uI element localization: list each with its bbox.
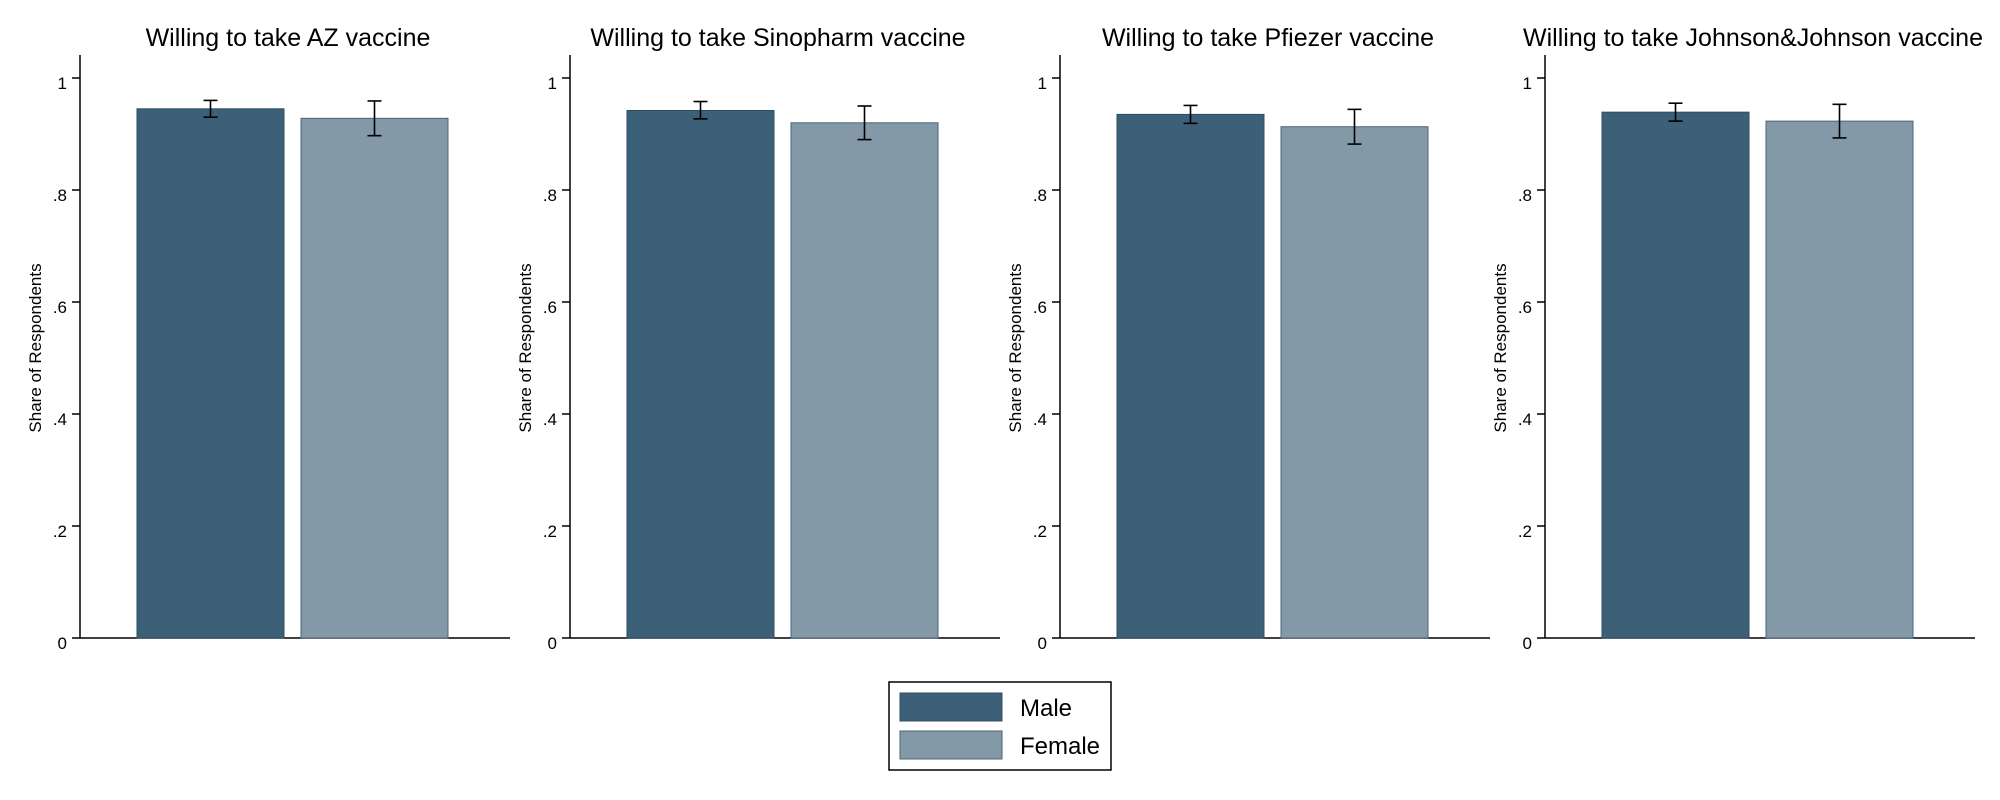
y-axis-label: Share of Respondents bbox=[26, 263, 45, 432]
y-tick-label: .2 bbox=[53, 522, 67, 541]
legend-label-male: Male bbox=[1020, 695, 1072, 722]
chart-panel-3: Willing to take Pfiezer vaccine Share of … bbox=[1006, 24, 1490, 653]
y-tick-label: .2 bbox=[1518, 522, 1532, 541]
chart-panel-1: Willing to take AZ vaccine Share of Respo… bbox=[26, 24, 510, 653]
y-axis-label: Share of Respondents bbox=[1006, 263, 1025, 432]
y-tick-label: .6 bbox=[1033, 298, 1047, 317]
y-tick-label: 0 bbox=[1038, 634, 1047, 653]
chart-panels: Willing to take AZ vaccine Share of Respo… bbox=[26, 24, 1983, 653]
y-axis-label: Share of Respondents bbox=[1491, 263, 1510, 432]
y-tick-label: .8 bbox=[1518, 186, 1532, 205]
chart-title: Willing to take Johnson&Johnson vaccine bbox=[1523, 24, 1983, 52]
y-tick-label: .8 bbox=[53, 186, 67, 205]
legend: Male Female bbox=[888, 681, 1112, 771]
y-tick-label: 0 bbox=[58, 634, 67, 653]
y-tick-label: .2 bbox=[1033, 522, 1047, 541]
bar-male bbox=[1116, 113, 1265, 639]
bar-male bbox=[136, 108, 285, 639]
legend-label-female: Female bbox=[1020, 733, 1100, 760]
chart-panel-2: Willing to take Sinopharm vaccine Share o… bbox=[516, 24, 1000, 653]
y-tick-label: .6 bbox=[543, 298, 557, 317]
y-tick-label: 1 bbox=[1038, 74, 1047, 93]
y-tick-label: .8 bbox=[1033, 186, 1047, 205]
chart-title: Willing to take AZ vaccine bbox=[146, 24, 431, 52]
y-tick-label: .4 bbox=[543, 410, 557, 429]
chart-panel-4: Willing to take Johnson&Johnson vaccine S… bbox=[1491, 24, 1983, 653]
y-tick-label: .4 bbox=[1033, 410, 1047, 429]
y-tick-label: .4 bbox=[53, 410, 67, 429]
y-tick-label: .6 bbox=[53, 298, 67, 317]
chart-title: Willing to take Sinopharm vaccine bbox=[590, 24, 965, 52]
y-axis-label: Share of Respondents bbox=[516, 263, 535, 432]
bar-female bbox=[300, 117, 449, 639]
y-tick-label: 0 bbox=[548, 634, 557, 653]
legend-swatch-male bbox=[899, 692, 1003, 722]
y-tick-label: .4 bbox=[1518, 410, 1532, 429]
y-tick-label: 1 bbox=[1523, 74, 1532, 93]
bar-female bbox=[790, 122, 939, 639]
bar-female bbox=[1280, 126, 1429, 639]
chart-title: Willing to take Pfiezer vaccine bbox=[1102, 24, 1434, 52]
bar-female bbox=[1765, 120, 1914, 639]
y-tick-label: 0 bbox=[1523, 634, 1532, 653]
bar-male bbox=[1601, 111, 1750, 639]
y-tick-label: .2 bbox=[543, 522, 557, 541]
y-tick-label: 1 bbox=[548, 74, 557, 93]
legend-swatch-female bbox=[899, 730, 1003, 760]
y-tick-label: 1 bbox=[58, 74, 67, 93]
y-tick-label: .6 bbox=[1518, 298, 1532, 317]
y-tick-label: .8 bbox=[543, 186, 557, 205]
bar-male bbox=[626, 109, 775, 639]
